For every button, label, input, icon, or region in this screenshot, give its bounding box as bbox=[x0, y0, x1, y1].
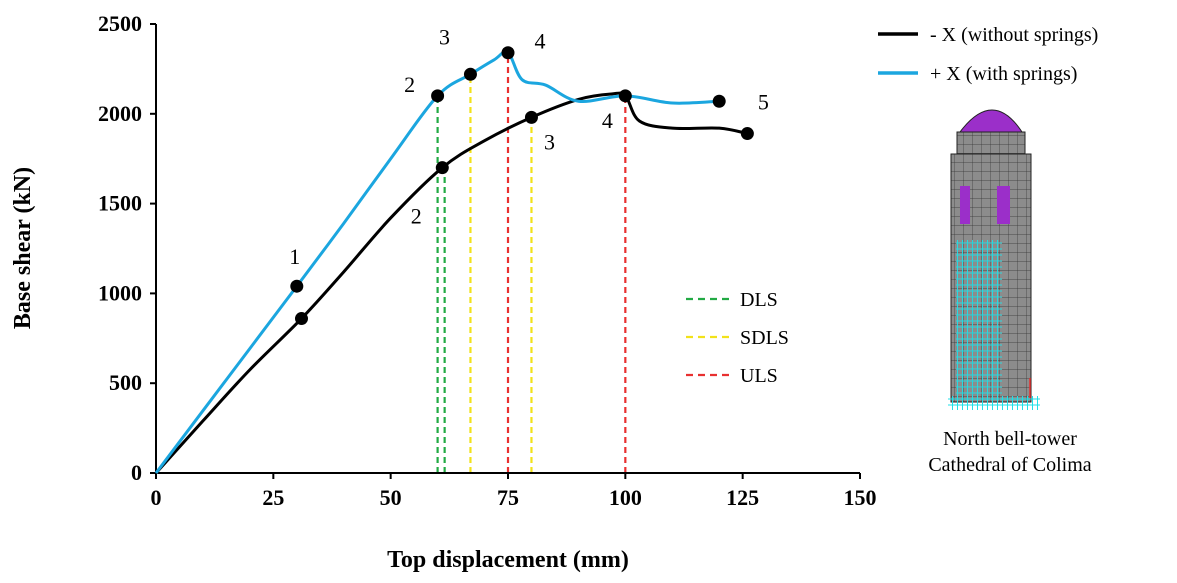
series-legend: - X (without springs) + X (with springs) bbox=[878, 24, 1098, 85]
tower-top bbox=[956, 131, 1026, 155]
marker-point bbox=[435, 161, 449, 175]
legend-label: - X (without springs) bbox=[930, 24, 1098, 46]
x-tick-label: 150 bbox=[844, 485, 877, 510]
marker-point bbox=[618, 89, 632, 103]
y-tick-label: 0 bbox=[131, 460, 142, 485]
marker-label: 3 bbox=[544, 129, 555, 154]
x-tick-label: 25 bbox=[262, 485, 284, 510]
marker-label: 4 bbox=[602, 108, 613, 133]
x-tick-label: 50 bbox=[380, 485, 402, 510]
marker-label: 1 bbox=[289, 244, 300, 269]
legend-label: + X (with springs) bbox=[930, 63, 1077, 85]
marker-point bbox=[712, 94, 726, 108]
marker-point bbox=[463, 67, 477, 81]
y-ticks: 0 500 1000 1500 2000 2500 bbox=[98, 11, 156, 485]
marker-label: 3 bbox=[439, 24, 450, 49]
marker-point bbox=[294, 312, 308, 326]
y-tick-label: 2000 bbox=[98, 101, 142, 126]
y-axis-title: Base shear (kN) bbox=[10, 167, 36, 329]
limit-legend-label: SDLS bbox=[740, 327, 789, 349]
series-line bbox=[154, 91, 748, 475]
limit-legend-label: ULS bbox=[740, 365, 778, 387]
opening-center bbox=[997, 186, 1010, 224]
marker-point bbox=[501, 46, 515, 60]
x-tick-label: 125 bbox=[726, 485, 759, 510]
marker-label: 2 bbox=[404, 72, 415, 97]
marker-point bbox=[524, 110, 538, 124]
x-ticks: 0 25 50 75 100 125 150 bbox=[151, 473, 877, 510]
x-tick-label: 75 bbox=[497, 485, 519, 510]
springs-base bbox=[948, 396, 1040, 410]
y-tick-label: 1000 bbox=[98, 280, 142, 305]
marker-point bbox=[740, 127, 754, 141]
limit-legend-label: DLS bbox=[740, 289, 778, 311]
x-axis-title: Top displacement (mm) bbox=[387, 547, 629, 573]
limit-legend: DLS SDLS ULS bbox=[686, 289, 789, 387]
marker-point bbox=[431, 89, 445, 103]
dome-shape bbox=[958, 109, 1023, 133]
marker-label: 5 bbox=[758, 90, 769, 115]
springs-overlay bbox=[956, 240, 1002, 405]
marker-label: 2 bbox=[411, 204, 422, 229]
x-tick-label: 100 bbox=[609, 485, 642, 510]
tower-model-image bbox=[948, 109, 1040, 410]
y-tick-label: 2500 bbox=[98, 11, 142, 36]
opening-left bbox=[960, 186, 970, 224]
limit-lines bbox=[436, 52, 627, 473]
y-tick-label: 500 bbox=[109, 370, 142, 395]
marker-point bbox=[290, 279, 304, 293]
series bbox=[154, 50, 748, 475]
caption-line-1: North bell-tower bbox=[943, 428, 1077, 450]
caption-line-2: Cathedral of Colima bbox=[928, 454, 1091, 476]
x-tick-label: 0 bbox=[151, 485, 162, 510]
y-tick-label: 1500 bbox=[98, 191, 142, 216]
marker-label: 4 bbox=[535, 29, 546, 54]
